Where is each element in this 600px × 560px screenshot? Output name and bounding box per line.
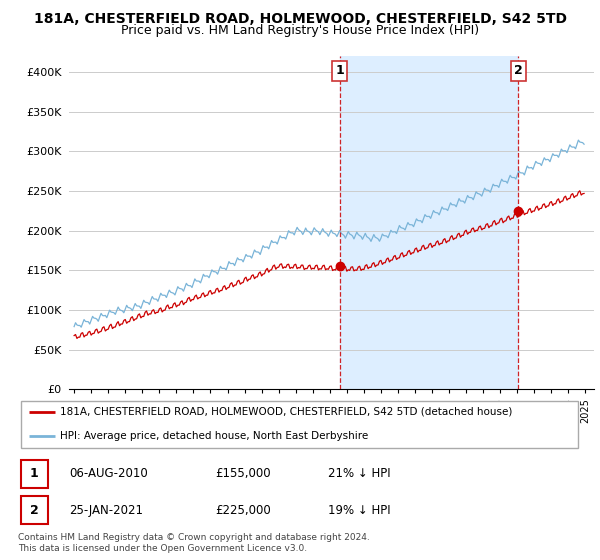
Text: 2: 2 xyxy=(30,504,39,517)
Text: 1: 1 xyxy=(335,64,344,77)
Text: 06-AUG-2010: 06-AUG-2010 xyxy=(69,468,148,480)
Text: £225,000: £225,000 xyxy=(215,504,271,517)
Text: 181A, CHESTERFIELD ROAD, HOLMEWOOD, CHESTERFIELD, S42 5TD (detached house): 181A, CHESTERFIELD ROAD, HOLMEWOOD, CHES… xyxy=(60,407,512,417)
FancyBboxPatch shape xyxy=(21,402,578,448)
Text: 19% ↓ HPI: 19% ↓ HPI xyxy=(328,504,391,517)
Text: 21% ↓ HPI: 21% ↓ HPI xyxy=(328,468,391,480)
Bar xyxy=(340,56,518,389)
Text: 25-JAN-2021: 25-JAN-2021 xyxy=(69,504,143,517)
Text: Price paid vs. HM Land Registry's House Price Index (HPI): Price paid vs. HM Land Registry's House … xyxy=(121,24,479,36)
Text: 181A, CHESTERFIELD ROAD, HOLMEWOOD, CHESTERFIELD, S42 5TD: 181A, CHESTERFIELD ROAD, HOLMEWOOD, CHES… xyxy=(34,12,566,26)
Text: £155,000: £155,000 xyxy=(215,468,271,480)
FancyBboxPatch shape xyxy=(21,496,48,524)
Text: 1: 1 xyxy=(30,468,39,480)
Text: HPI: Average price, detached house, North East Derbyshire: HPI: Average price, detached house, Nort… xyxy=(60,431,368,441)
FancyBboxPatch shape xyxy=(21,460,48,488)
Text: Contains HM Land Registry data © Crown copyright and database right 2024.
This d: Contains HM Land Registry data © Crown c… xyxy=(18,533,370,553)
Text: 2: 2 xyxy=(514,64,523,77)
